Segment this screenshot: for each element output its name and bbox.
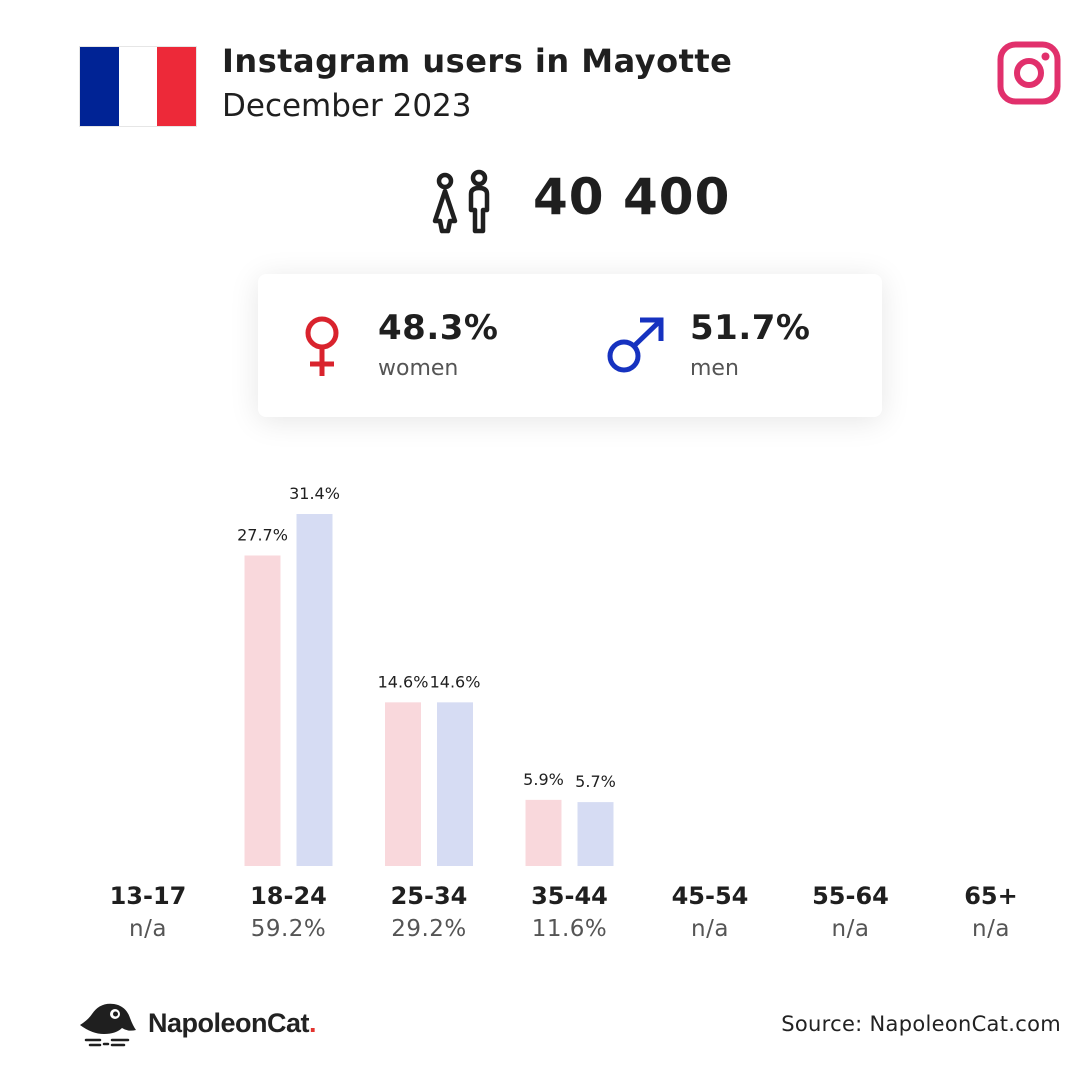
value-label-women-25-34: 14.6% bbox=[378, 672, 429, 691]
brand-dot: . bbox=[309, 1008, 317, 1038]
bar-men-25-34 bbox=[437, 702, 473, 866]
total-users: 40 400 bbox=[533, 168, 731, 226]
age-label-45-54: 45-54 bbox=[671, 882, 749, 910]
value-label-men-18-24: 31.4% bbox=[289, 484, 340, 503]
age-label-55-64: 55-64 bbox=[812, 882, 889, 910]
flag-stripe-blue bbox=[80, 47, 119, 126]
women-percentage: 48.3% bbox=[378, 308, 499, 348]
brand-name: NapoleonCat bbox=[148, 1008, 310, 1038]
group-total-45-54: n/a bbox=[691, 916, 729, 942]
source-note: Source: NapoleonCat.com bbox=[781, 1012, 1061, 1036]
bar-men-35-44 bbox=[577, 802, 614, 866]
men-percentage: 51.7% bbox=[690, 308, 811, 348]
bar-women-18-24 bbox=[244, 555, 281, 866]
france-flag-icon bbox=[80, 47, 197, 126]
group-total-13-17: n/a bbox=[129, 916, 167, 942]
gender-split-card: 48.3% women 51.7% men bbox=[258, 274, 882, 417]
value-label-women-35-44: 5.9% bbox=[523, 770, 564, 789]
napoleoncat-logo-icon bbox=[80, 1003, 136, 1047]
flag-stripe-red bbox=[157, 47, 197, 126]
value-label-men-35-44: 5.7% bbox=[575, 772, 616, 791]
group-total-18-24: 59.2% bbox=[250, 916, 327, 942]
women-label: women bbox=[378, 356, 459, 381]
chart-subtitle: December 2023 bbox=[222, 88, 472, 124]
age-label-65+: 65+ bbox=[964, 882, 1018, 910]
men-label: men bbox=[690, 356, 739, 381]
group-total-65+: n/a bbox=[972, 916, 1010, 942]
bar-women-35-44 bbox=[525, 799, 562, 866]
bar-men-18-24 bbox=[296, 514, 333, 866]
bar-women-25-34 bbox=[385, 702, 421, 866]
male-symbol-icon bbox=[607, 317, 664, 373]
people-icon bbox=[432, 169, 490, 234]
chart-title: Instagram users in Mayotte bbox=[222, 42, 733, 80]
age-label-13-17: 13-17 bbox=[109, 882, 187, 910]
napoleoncat-brand: NapoleonCat. bbox=[148, 1008, 317, 1039]
group-total-25-34: 29.2% bbox=[391, 916, 467, 942]
age-label-25-34: 25-34 bbox=[390, 882, 468, 910]
age-gender-bar-chart: 27.7% 31.4% 14.6% 14.6% 5.9% 5.7% bbox=[237, 484, 616, 866]
value-label-women-18-24: 27.7% bbox=[237, 525, 288, 544]
female-symbol-icon bbox=[305, 316, 339, 376]
age-label-18-24: 18-24 bbox=[250, 882, 327, 910]
age-label-35-44: 35-44 bbox=[531, 882, 608, 910]
group-total-55-64: n/a bbox=[831, 916, 870, 942]
group-total-35-44: 11.6% bbox=[531, 916, 608, 942]
instagram-icon bbox=[997, 41, 1061, 105]
flag-stripe-white bbox=[118, 47, 158, 126]
value-label-men-25-34: 14.6% bbox=[430, 672, 481, 691]
